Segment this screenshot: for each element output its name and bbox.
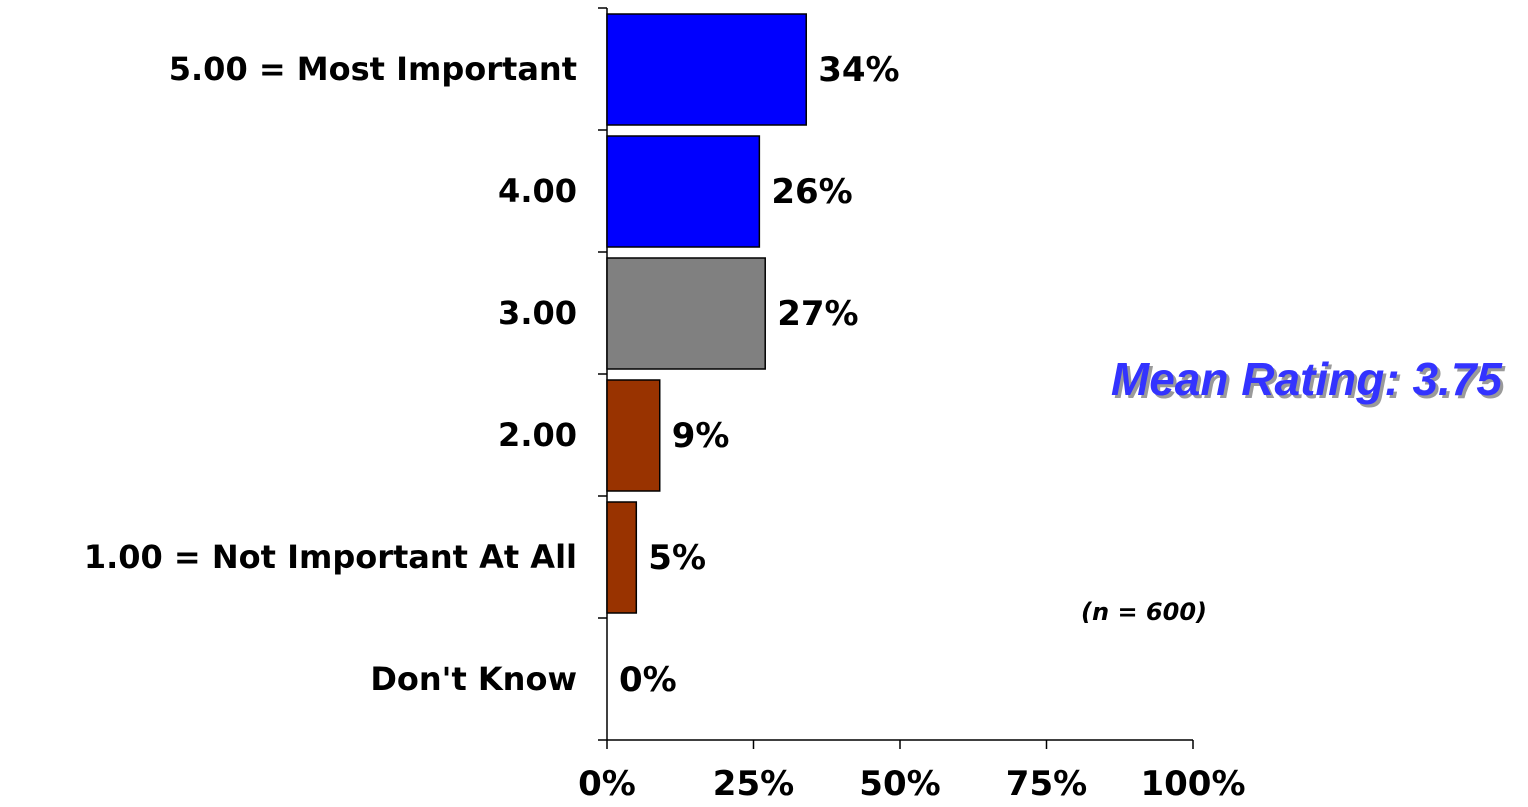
bar [606,501,638,614]
category-label: 4.00 [498,172,577,210]
category-label: 1.00 = Not Important At All [84,538,577,576]
category-label: 3.00 [498,294,577,332]
x-tick-label: 50% [859,764,940,804]
x-tick-label: 100% [1140,764,1245,804]
x-tick-label: 75% [1006,764,1087,804]
bar [606,13,807,126]
x-tick-label: 25% [713,764,794,804]
chart-bars [606,13,807,614]
data-label: 5% [648,538,706,578]
bar [606,135,761,248]
data-label: 9% [672,416,730,456]
bar [606,257,766,370]
category-label: Don't Know [370,660,577,698]
chart-axes [598,7,1194,749]
data-label: 0% [619,660,677,700]
mean-rating-shadow: Mean Rating: 3.75 [1114,356,1507,408]
category-label: 5.00 = Most Important [169,50,577,88]
bar [606,379,661,492]
sample-size-annotation: (n = 600) [1081,598,1207,626]
category-label: 2.00 [498,416,577,454]
data-label: 34% [818,50,899,90]
mean-rating-annotation: Mean Rating: 3.75 [1111,353,1504,405]
x-tick-label: 0% [578,764,636,804]
data-label: 26% [771,172,852,212]
data-label: 27% [777,294,858,334]
chart-labels: 0% 25% 50% 75% 100% 5.00 = Most Important 34% 4… [84,50,1246,804]
